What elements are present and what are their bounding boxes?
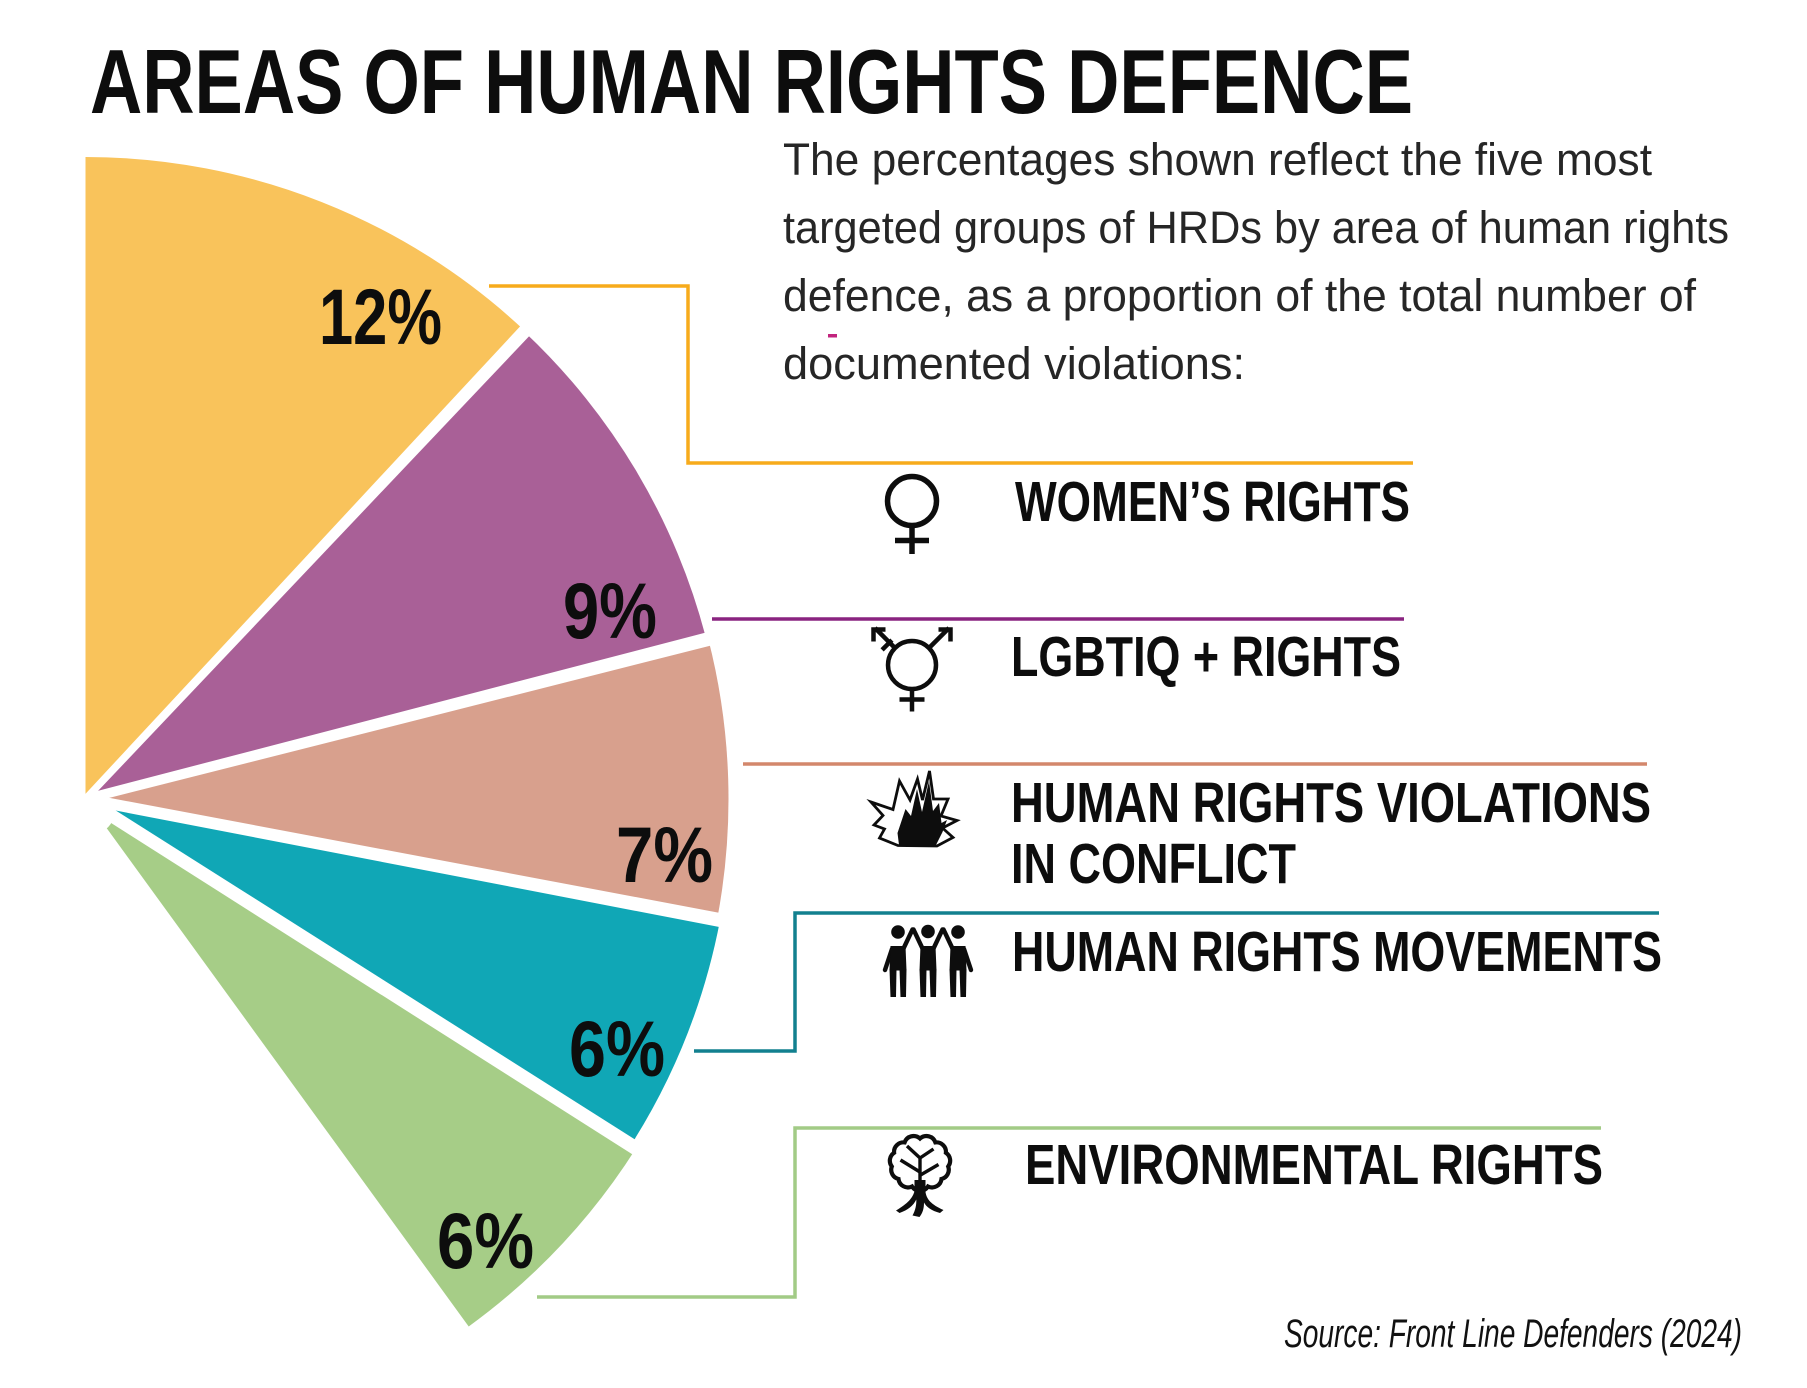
svg-text:HUMAN RIGHTS MOVEMENTS: HUMAN RIGHTS MOVEMENTS: [1012, 920, 1662, 984]
svg-text:defence, as a proportion of th: defence, as a proportion of the total nu…: [783, 270, 1696, 321]
svg-text:AREAS OF HUMAN RIGHTS DEFENCE: AREAS OF HUMAN RIGHTS DEFENCE: [90, 32, 1413, 133]
svg-text:documented violations:: documented violations:: [783, 338, 1245, 389]
svg-text:The percentages shown reflect: The percentages shown reflect the five m…: [783, 134, 1652, 185]
svg-text:Source: Front Line Defenders (: Source: Front Line Defenders (2024): [1284, 1312, 1742, 1356]
svg-text:7%: 7%: [616, 810, 713, 899]
svg-text:WOMEN’S RIGHTS: WOMEN’S RIGHTS: [1015, 470, 1410, 534]
svg-text:IN CONFLICT: IN CONFLICT: [1011, 832, 1296, 896]
svg-text:6%: 6%: [569, 1004, 665, 1093]
svg-text:LGBTIQ + RIGHTS: LGBTIQ + RIGHTS: [1011, 625, 1401, 689]
svg-text:12%: 12%: [319, 272, 442, 361]
svg-text:9%: 9%: [563, 566, 657, 655]
svg-text:ENVIRONMENTAL RIGHTS: ENVIRONMENTAL RIGHTS: [1025, 1133, 1603, 1197]
svg-text:6%: 6%: [437, 1196, 534, 1285]
svg-text:targeted groups of HRDs by are: targeted groups of HRDs by area of human…: [783, 202, 1729, 253]
svg-text:HUMAN RIGHTS VIOLATIONS: HUMAN RIGHTS VIOLATIONS: [1011, 771, 1651, 835]
